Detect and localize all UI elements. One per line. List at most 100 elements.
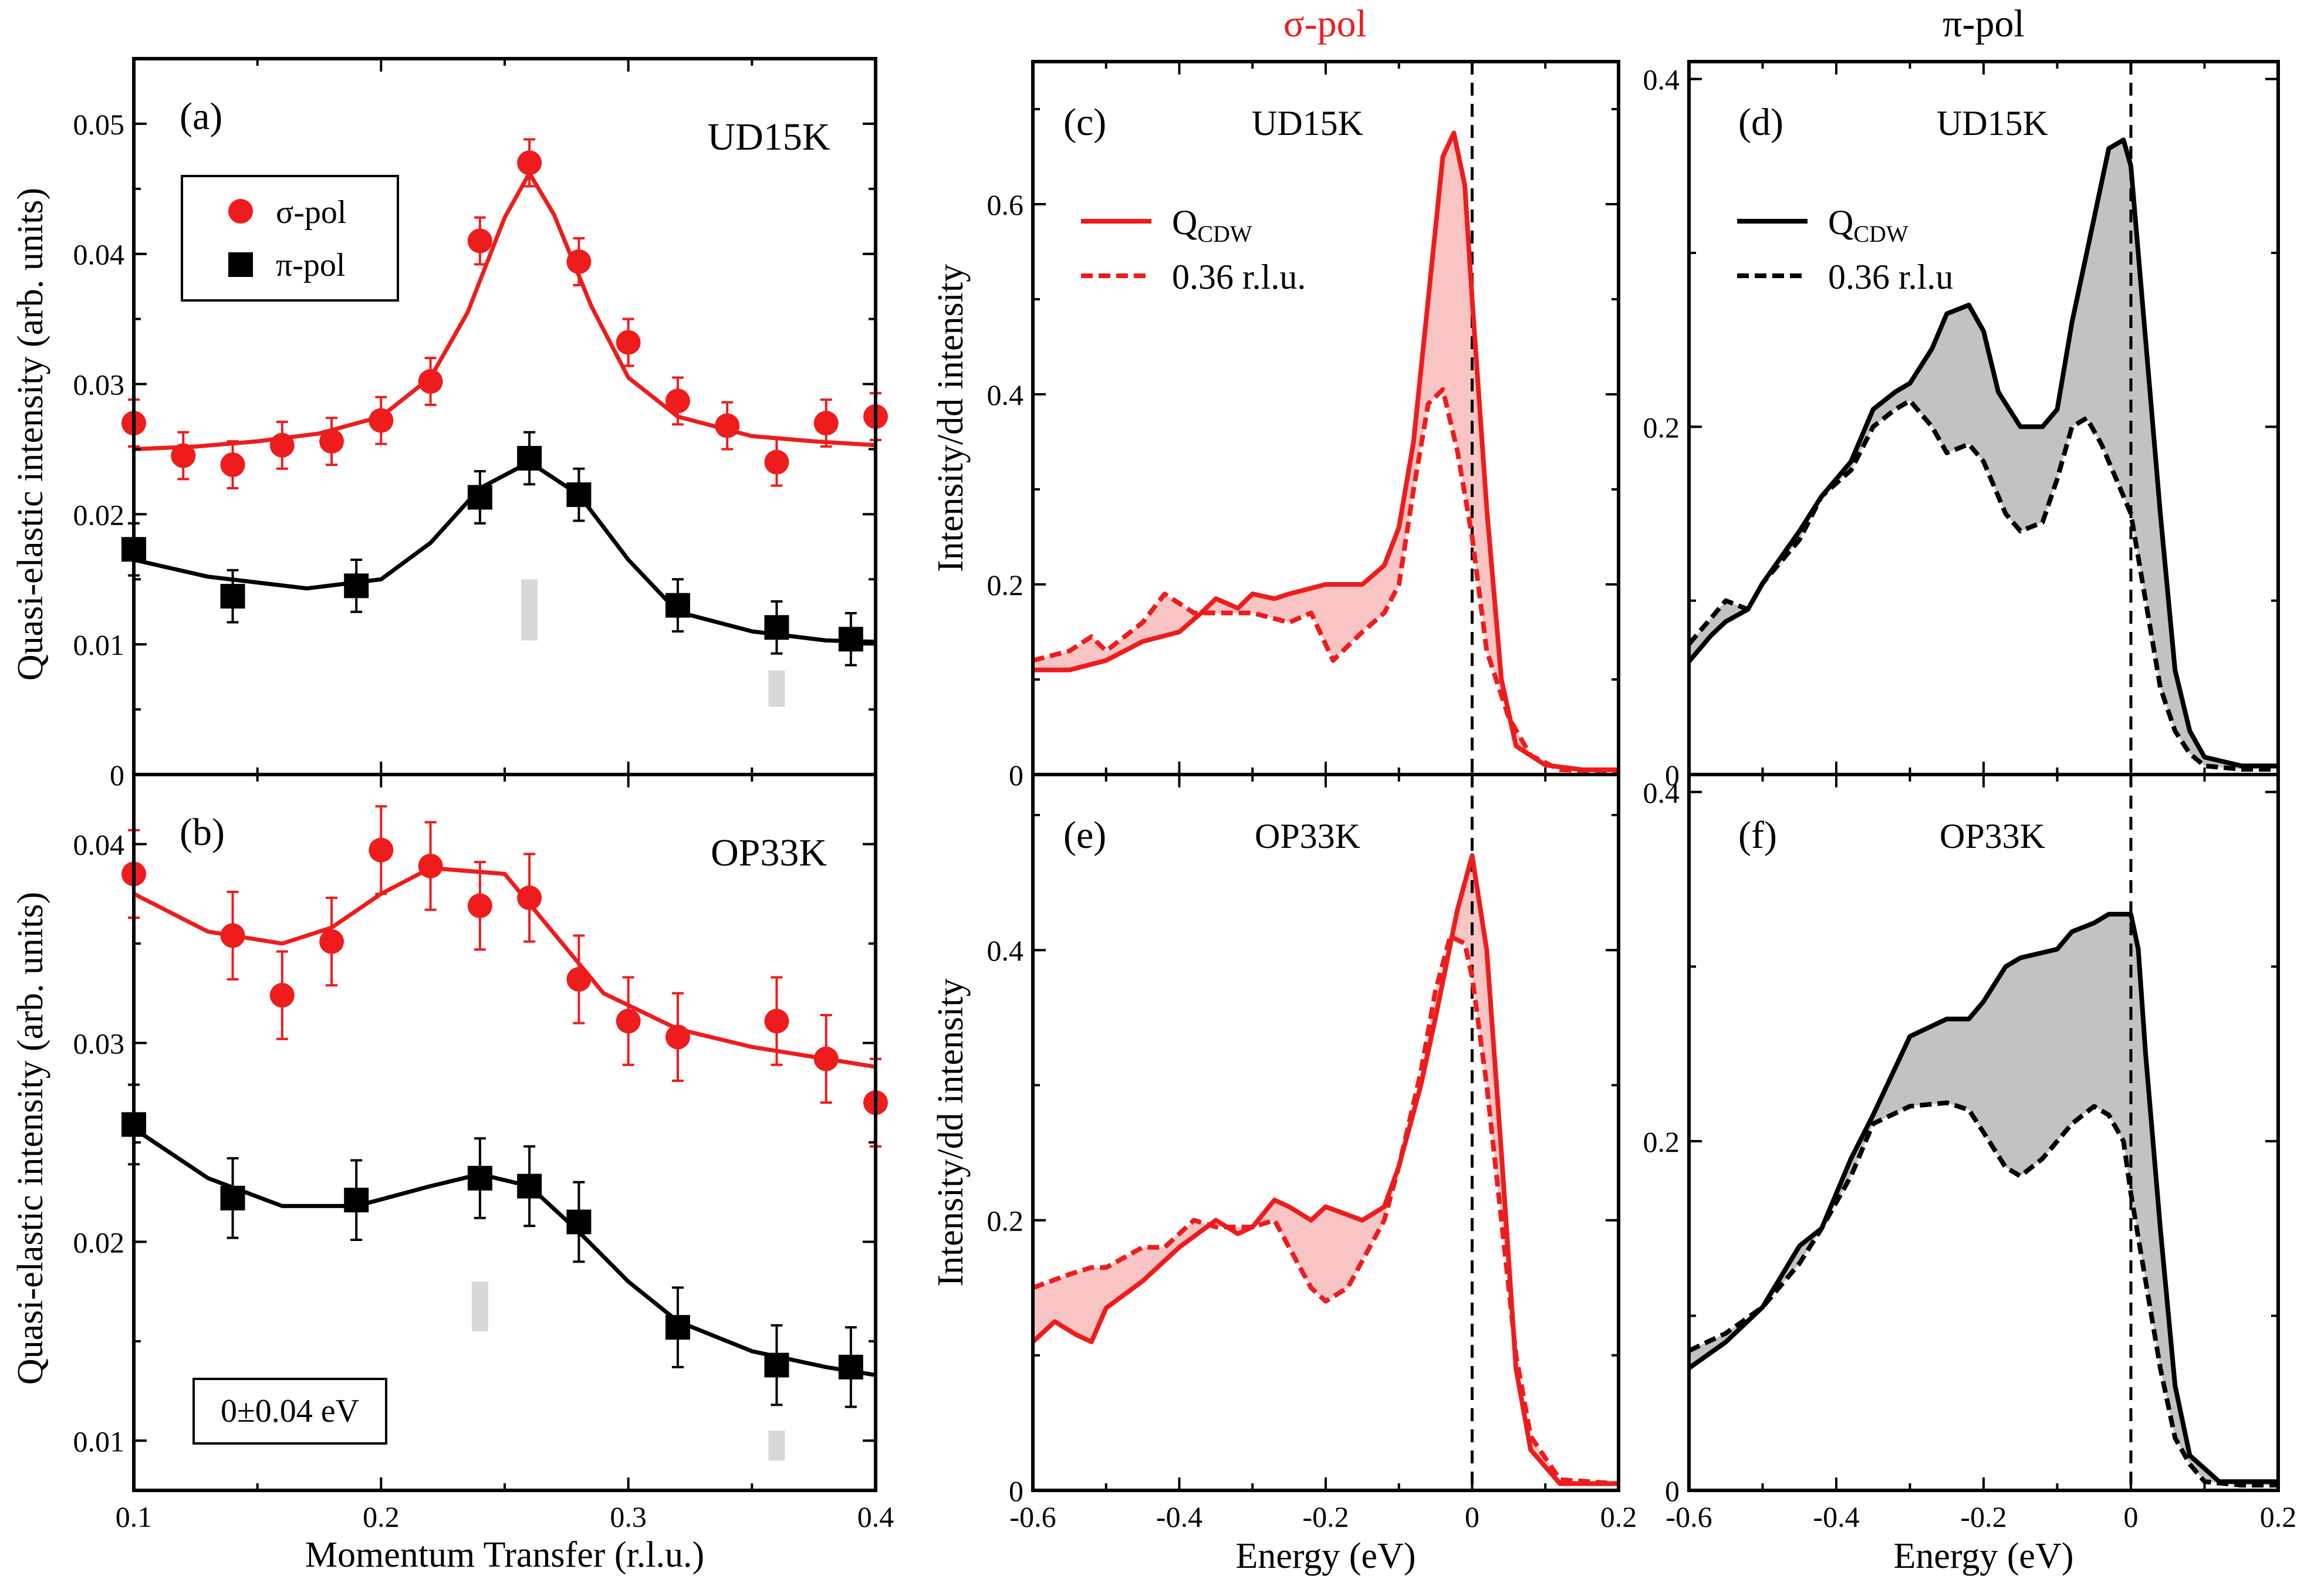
- y-axis-label-a: Quasi-elastic intensity (arb. units): [11, 188, 50, 681]
- y-axis-label-b: Quasi-elastic intensity (arb. units): [11, 892, 50, 1385]
- data-point: [369, 837, 394, 863]
- y-tick-label: 0.01: [73, 628, 125, 661]
- sample-label: OP33K: [1940, 817, 2045, 856]
- series-line-reference: [1033, 934, 1619, 1486]
- x-tick-label: 0.1: [116, 1500, 153, 1533]
- legend-box: [181, 175, 399, 302]
- data-point: [838, 1354, 863, 1379]
- q-position-marker: [471, 1281, 488, 1331]
- series-line-qcdw: [1033, 853, 1619, 1486]
- data-point: [665, 593, 690, 618]
- legend-label-qcdw: QCDW: [1828, 203, 1908, 247]
- data-point: [616, 1009, 641, 1034]
- y-tick-label: 0: [110, 759, 124, 792]
- y-tick-label: 0.4: [1643, 776, 1680, 809]
- data-point: [838, 627, 863, 652]
- plot-area: [1689, 775, 2278, 1490]
- x-tick-label: -0.6: [1009, 1500, 1056, 1533]
- difference-fill: [1033, 133, 1619, 772]
- sample-label: OP33K: [1255, 817, 1360, 856]
- y-tick-label: 0.6: [987, 188, 1024, 221]
- legend-label-qcdw-main: Q: [1172, 203, 1197, 242]
- x-tick-label: -0.4: [1156, 1500, 1202, 1533]
- legend-label-sigma: σ-pol: [276, 194, 346, 231]
- data-point: [764, 449, 789, 475]
- panel-label: (c): [1063, 101, 1106, 144]
- header-sigma-pol: σ-pol: [1283, 2, 1367, 45]
- data-point: [715, 413, 740, 438]
- q-position-marker: [768, 670, 785, 707]
- y-tick-label: 0: [1009, 1475, 1023, 1507]
- series-line-reference: [1033, 387, 1619, 775]
- panel-a: 0 0.01 0.02 0.03 0.04 0.05 (a) UD15K σ-pol π-pol: [73, 57, 888, 792]
- data-point: [566, 249, 592, 275]
- y-tick-label: 0.02: [73, 1226, 125, 1259]
- legend-marker-pi: [228, 252, 253, 277]
- panel-label: (b): [180, 811, 225, 854]
- panel-d: 0 0.2 0.4 (d) UD15K QCDW 0.36 r.l.u: [1643, 60, 2280, 792]
- y-tick-label: 0.2: [987, 569, 1024, 601]
- data-point: [344, 573, 369, 598]
- legend-label-qcdw-sub: CDW: [1853, 221, 1908, 247]
- panel-f: 0 0.2 0.4 -0.6 -0.4 -0.2 0 0.2 (f) OP33K Energy (e…: [1643, 773, 2296, 1576]
- data-point: [665, 1315, 690, 1340]
- data-point: [319, 429, 344, 454]
- y-tick-label: 0.4: [987, 934, 1024, 967]
- panel-b: 0.01 0.02 0.03 0.04 0.1 0.2 0.3 0.4 (b) OP33K 0±0.…: [73, 773, 894, 1575]
- x-tick-label: -0.6: [1665, 1500, 1712, 1533]
- data-point: [171, 443, 196, 468]
- data-point: [467, 485, 492, 510]
- sample-label: OP33K: [711, 831, 827, 874]
- x-tick-label: -0.4: [1813, 1500, 1859, 1533]
- panel-label: (a): [180, 95, 222, 138]
- x-tick-label: 0: [2124, 1500, 2139, 1533]
- data-point: [813, 1046, 839, 1071]
- sample-label: UD15K: [708, 116, 830, 158]
- fit-line: [133, 460, 876, 644]
- x-tick-label: 0.2: [363, 1500, 400, 1533]
- data-point: [344, 1188, 369, 1213]
- legend-label-reference: 0.36 r.l.u.: [1172, 258, 1306, 296]
- data-point: [467, 893, 492, 918]
- x-axis-label: Momentum Transfer (r.l.u.): [305, 1535, 704, 1575]
- data-point: [764, 1009, 789, 1034]
- legend-label-qcdw-main: Q: [1828, 203, 1853, 242]
- y-axis-label: Intensity/dd intensity: [931, 264, 971, 572]
- data-point: [269, 432, 295, 458]
- sample-label: UD15K: [1937, 104, 2048, 143]
- data-point: [418, 369, 443, 394]
- data-point: [517, 150, 542, 175]
- plot-frame-e: [1031, 773, 1620, 1492]
- data-point: [418, 853, 443, 878]
- data-point: [220, 1185, 245, 1210]
- energy-window-box: [192, 1378, 387, 1445]
- data-point: [369, 408, 394, 433]
- panel-c: 0 0.2 0.4 0.6 (c) UD15K QCDW 0.36 r.l.u. Intensi…: [931, 60, 1620, 792]
- y-tick-label: 0.03: [73, 1027, 125, 1060]
- data-point: [665, 388, 690, 414]
- data-point: [319, 929, 344, 954]
- x-tick-label: -0.2: [1302, 1500, 1349, 1533]
- y-tick-label: 0: [1665, 1475, 1680, 1507]
- x-tick-label: 0.2: [1600, 1500, 1637, 1533]
- y-tick-label: 0.01: [73, 1425, 125, 1458]
- difference-fill: [1689, 140, 2278, 770]
- y-tick-label: 0.4: [987, 378, 1024, 411]
- data-point: [517, 445, 542, 471]
- difference-fill: [1033, 856, 1619, 1484]
- legend-label-qcdw: QCDW: [1172, 203, 1252, 247]
- y-tick-label: 0.2: [987, 1205, 1024, 1237]
- series-line-qcdw: [1033, 130, 1619, 772]
- legend-label-reference: 0.36 r.l.u: [1828, 258, 1953, 296]
- data-point: [517, 1174, 542, 1199]
- y-tick-label: 0: [1009, 759, 1023, 792]
- y-tick-label: 0: [1665, 759, 1680, 792]
- x-axis-label: Energy (eV): [1893, 1536, 2073, 1576]
- data-point: [566, 967, 592, 992]
- x-tick-label: 0.3: [610, 1500, 647, 1533]
- series-line-reference: [1689, 1100, 2278, 1488]
- y-tick-label: 0.04: [73, 238, 125, 271]
- data-point: [764, 615, 789, 640]
- x-axis-label: Energy (eV): [1235, 1536, 1415, 1576]
- plot-area: [1689, 62, 2278, 775]
